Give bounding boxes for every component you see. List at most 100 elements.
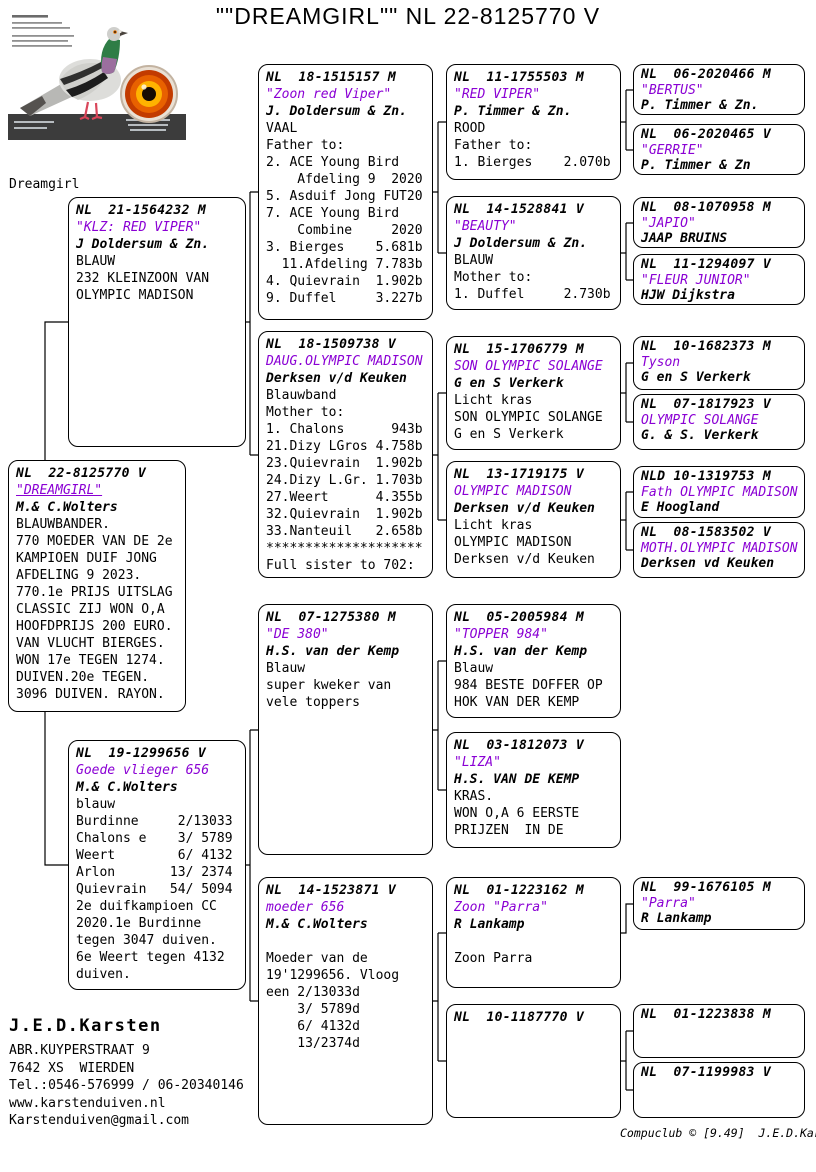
owner-name: J. Doldersum & Zn. <box>266 104 407 119</box>
pigeon-details: Blauwband Mother to: 1. Chalons 943b 21.… <box>266 388 423 573</box>
pigeon-name: "JAPIO" <box>641 215 696 231</box>
ring-number: NL 07-1275380 M <box>266 610 397 625</box>
owner-name: M.& C.Wolters <box>266 917 368 932</box>
pigeon-name: "BERTUS" <box>641 82 704 98</box>
ring-number: NL 06-2020466 M <box>641 67 772 82</box>
pigeon-details: blauw Burdinne 2/13033 Chalons e 3/ 5789… <box>76 797 233 982</box>
pigeon-name: Fath OLYMPIC MADISON <box>641 484 798 500</box>
loft-contact-block: J.E.D.Karsten ABR.KUYPERSTRAAT 9 7642 XS… <box>9 1016 244 1130</box>
ring-number: NL 05-2005984 M <box>454 610 585 625</box>
pigeon-name: SON OLYMPIC SOLANGE <box>454 359 603 374</box>
pigeon-name <box>454 1026 613 1039</box>
ring-number: NL 15-1706779 M <box>454 342 585 357</box>
pigeon-eye-photo <box>120 65 178 123</box>
software-credit: Compuclub © [9.49] J.E.D.Karsten <box>620 1126 816 1140</box>
pigeon-name: "DREAMGIRL" <box>16 483 103 498</box>
pedigree-box-sdds: NLD 10-1319753 M Fath OLYMPIC MADISON E … <box>633 466 805 518</box>
connector-dam <box>245 729 258 1002</box>
ring-number: NL 07-1199983 V <box>641 1065 772 1080</box>
connector-dds <box>621 903 633 934</box>
ring-number: NL 01-1223838 M <box>641 1007 772 1022</box>
pedigree-box-sdsd: NL 07-1817923 V OLYMPIC SOLANGE G. & S. … <box>633 394 805 450</box>
ring-number: NL 11-1294097 V <box>641 257 772 272</box>
connector-dd <box>433 932 446 1062</box>
ring-number: NL 14-1528841 V <box>454 202 585 217</box>
ring-number: NL 99-1676105 M <box>641 880 772 895</box>
connector-sds <box>621 362 633 423</box>
owner-name: G. & S. Verkerk <box>641 428 759 443</box>
owner-name: M.& C.Wolters <box>76 780 178 795</box>
pigeon-photo <box>8 10 186 140</box>
ring-number: NL 18-1509738 V <box>266 337 397 352</box>
owner-name: H.S. van der Kemp <box>454 644 588 659</box>
connector-ddd <box>621 1030 633 1091</box>
owner-name: P. Timmer & Zn. <box>454 104 572 119</box>
pigeon-details: Blauw super kweker van vele toppers <box>266 661 392 710</box>
pigeon-name: "DE 380" <box>266 627 329 642</box>
pigeon-name: "GERRIE" <box>641 142 704 158</box>
pigeon-details: Zoon Parra <box>454 951 533 966</box>
pedigree-box-ssd: NL 14-1528841 V "BEAUTY" J Doldersum & Z… <box>446 196 621 310</box>
pedigree-box-ssdd: NL 11-1294097 V "FLEUR JUNIOR" HJW Dijks… <box>633 254 805 305</box>
pedigree-box-ds: NL 07-1275380 M "DE 380" H.S. van der Ke… <box>258 604 433 855</box>
owner-name: P. Timmer & Zn <box>641 158 751 173</box>
pedigree-box-dsd: NL 03-1812073 V "LIZA" H.S. VAN DE KEMP … <box>446 732 621 848</box>
pigeon-details: BLAUWBANDER. 770 MOEDER VAN DE 2e KAMPIO… <box>16 517 173 702</box>
connector-sd <box>433 392 446 521</box>
owner-name: J Doldersum & Zn. <box>76 237 210 252</box>
pedigree-box-sds: NL 15-1706779 M SON OLYMPIC SOLANGE G en… <box>446 336 621 450</box>
pedigree-box-subject: NL 22-8125770 V "DREAMGIRL" M.& C.Wolter… <box>8 460 186 712</box>
loft-owner-name: J.E.D.Karsten <box>9 1016 162 1036</box>
pedigree-box-dds: NL 01-1223162 M Zoon "Parra" R Lankamp Z… <box>446 877 621 988</box>
owner-name: M.& C.Wolters <box>16 500 118 515</box>
pigeon-name: "Zoon red Viper" <box>266 87 392 102</box>
owner-name: R Lankamp <box>454 917 525 932</box>
ring-number: NL 08-1583502 V <box>641 525 772 540</box>
pedigree-box-ddds: NL 01-1223838 M <box>633 1004 805 1058</box>
pedigree-box-dd: NL 14-1523871 V moeder 656 M.& C.Wolters… <box>258 877 433 1125</box>
ring-number: NL 01-1223162 M <box>454 883 585 898</box>
pedigree-box-sire: NL 21-1564232 M "KLZ: RED VIPER" J Dolde… <box>68 197 246 447</box>
pigeon-details: BLAUW Mother to: 1. Duffel 2.730b <box>454 253 611 302</box>
pedigree-box-dddd: NL 07-1199983 V <box>633 1062 805 1118</box>
pigeon-name: Tyson <box>641 354 681 370</box>
pigeon-details: KRAS. WON O,A 6 EERSTE PRIJZEN IN DE <box>454 789 580 838</box>
connector-sire <box>245 191 258 456</box>
pedigree-box-sd: NL 18-1509738 V DAUG.OLYMPIC MADISON Der… <box>258 331 433 578</box>
pigeon-name: "BEAUTY" <box>454 219 517 234</box>
pigeon-details: VAAL Father to: 2. ACE Young Bird Afdeli… <box>266 121 423 306</box>
owner-name: R Lankamp <box>641 911 712 926</box>
ring-number: NL 14-1523871 V <box>266 883 397 898</box>
owner-name: Derksen v/d Keuken <box>266 371 407 386</box>
owner-name: HJW Dijkstra <box>641 288 735 303</box>
pigeon-name: "FLEUR JUNIOR" <box>641 272 751 288</box>
pigeon-name: "Parra" <box>641 895 696 911</box>
owner-name: Derksen vd Keuken <box>641 556 775 571</box>
pigeon-details: Blauw 984 BESTE DOFFER OP HOK VAN DER KE… <box>454 661 603 710</box>
owner-name: G en S Verkerk <box>454 376 564 391</box>
page-title: ""DREAMGIRL"" NL 22-8125770 V <box>215 3 601 29</box>
pedigree-box-sssd: NL 06-2020465 V "GERRIE" P. Timmer & Zn <box>633 124 805 175</box>
pedigree-box-ssss: NL 06-2020466 M "BERTUS" P. Timmer & Zn. <box>633 64 805 115</box>
owner-name <box>454 1039 613 1052</box>
ring-number: NL 08-1070958 M <box>641 200 772 215</box>
photo-overlay-text-marks <box>12 15 74 47</box>
owner-name: H.S. van der Kemp <box>266 644 400 659</box>
pigeon-name: Goede vlieger 656 <box>76 763 210 778</box>
owner-name: P. Timmer & Zn. <box>641 98 759 113</box>
ring-number: NL 11-1755503 M <box>454 70 585 85</box>
ring-number: NL 10-1187770 V <box>454 1010 585 1025</box>
pedigree-box-ssds: NL 08-1070958 M "JAPIO" JAAP BRUINS <box>633 197 805 248</box>
connector-ssd <box>621 222 633 281</box>
pedigree-box-sddd: NL 08-1583502 V MOTH.OLYMPIC MADISON Der… <box>633 522 805 578</box>
pigeon-name: "KLZ: RED VIPER" <box>76 220 202 235</box>
pigeon-details: Licht kras OLYMPIC MADISON Derksen v/d K… <box>454 518 595 567</box>
owner-name: J Doldersum & Zn. <box>454 236 588 251</box>
owner-name: JAAP BRUINS <box>641 231 728 246</box>
connector-ss <box>433 121 446 254</box>
pigeon-name: "LIZA" <box>454 755 501 770</box>
ring-number: NL 18-1515157 M <box>266 70 397 85</box>
ring-number: NL 06-2020465 V <box>641 127 772 142</box>
owner-name: G en S Verkerk <box>641 370 751 385</box>
